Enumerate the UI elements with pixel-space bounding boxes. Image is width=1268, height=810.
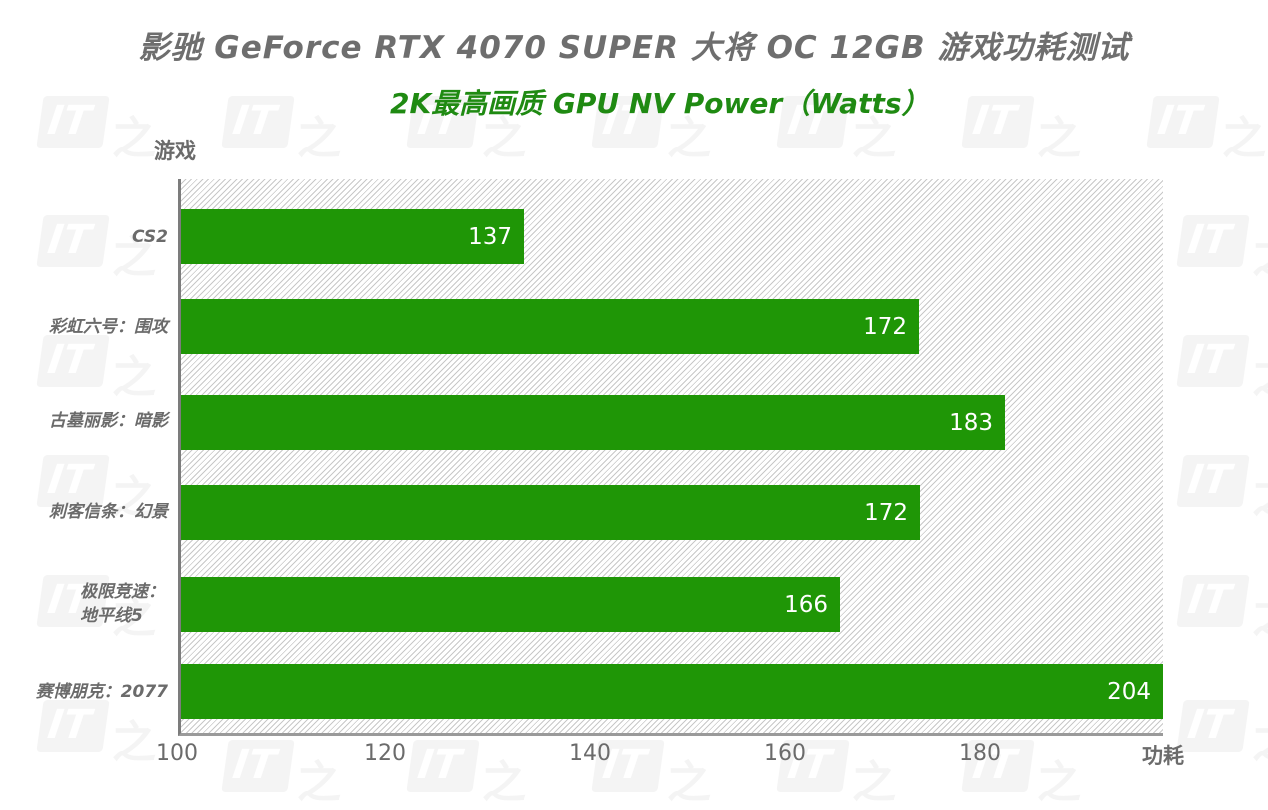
watermark-logo: 之 [221, 96, 345, 166]
category-label-text: 极限竞速： [80, 582, 165, 602]
bar-value: 172 [864, 499, 908, 526]
watermark-logo: 之 [36, 700, 160, 770]
category-label: 刺客信条：幻景 [49, 500, 168, 524]
watermark-logo: 之 [1176, 455, 1268, 525]
category-label: 极限竞速： 地平线5 [80, 580, 165, 628]
category-label-text: 古墓丽影：暗影 [49, 411, 168, 431]
bar-value: 166 [784, 591, 828, 618]
watermark-logo: 之 [36, 335, 160, 405]
bar-shadow-of-the-tomb-raider: 183 [181, 395, 1005, 450]
watermark-logo: 之 [221, 740, 345, 810]
bar-value: 204 [1107, 678, 1151, 705]
chart-subtitle: 2K最高画质 GPU NV Power（Watts） [390, 87, 930, 120]
y-axis-title: 游戏 [154, 139, 196, 163]
bar-cyberpunk-2077: 204 [181, 664, 1163, 719]
watermark-logo: 之 [36, 96, 160, 166]
bar-cs2: 137 [181, 209, 524, 264]
x-tick-label: 180 [959, 741, 1001, 766]
chart-title: 影驰 GeForce RTX 4070 SUPER 大将 OC 12GB 游戏功… [138, 30, 1130, 66]
watermark-logo: 之 [1176, 335, 1268, 405]
x-tick-label: 140 [569, 741, 611, 766]
watermark-logo: 之 [961, 96, 1085, 166]
watermark-logo: 之 [406, 740, 530, 810]
bar-value: 172 [863, 313, 907, 340]
category-label: CS2 [132, 225, 168, 249]
category-label: 彩虹六号：围攻 [49, 315, 168, 339]
x-tick-label: 120 [364, 741, 406, 766]
x-tick-label: 160 [764, 741, 806, 766]
category-label: 古墓丽影：暗影 [49, 409, 168, 433]
plot-area: 137 172 183 172 166 204 [178, 179, 1163, 736]
watermark-logo: 之 [1176, 575, 1268, 645]
category-label-text: CS2 [132, 227, 168, 247]
x-axis-title: 功耗 [1142, 744, 1184, 768]
category-label: 赛博朋克：2077 [36, 680, 168, 704]
watermark-logo: 之 [1176, 700, 1268, 770]
bar-rainbow-six-siege: 172 [181, 299, 919, 354]
watermark-logo: 之 [1176, 215, 1268, 285]
bar-value: 137 [468, 223, 512, 250]
watermark-logo: 之 [1146, 96, 1268, 166]
category-label-text: 彩虹六号：围攻 [49, 317, 168, 337]
watermark-logo: 之 [591, 740, 715, 810]
category-label-text: 赛博朋克：2077 [35, 682, 168, 702]
x-tick-label: 100 [156, 741, 198, 766]
category-label-text: 刺客信条：幻景 [49, 502, 168, 522]
category-label-text: 地平线5 [80, 606, 143, 626]
bar-forza-horizon-5: 166 [181, 577, 840, 632]
bar-assassins-creed-mirage: 172 [181, 485, 920, 540]
bar-value: 183 [949, 409, 993, 436]
